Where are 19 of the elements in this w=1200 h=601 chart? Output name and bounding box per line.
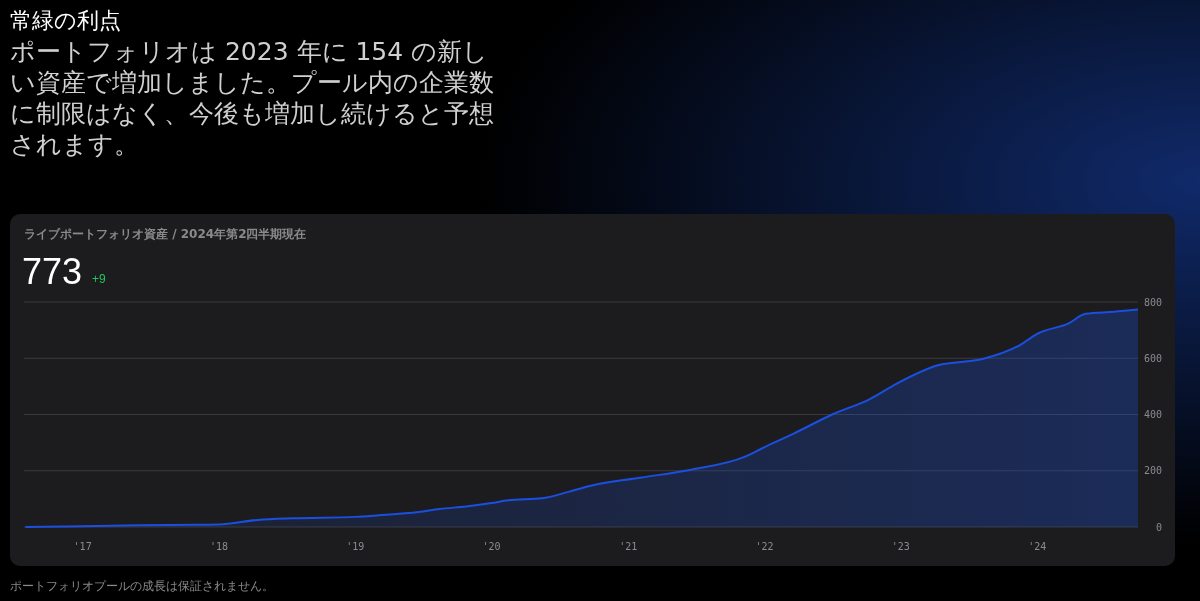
y-tick-label: 0 [1155,521,1162,533]
y-tick-label: 200 [1143,465,1162,477]
x-tick-label: '17 [73,541,92,552]
x-tick-label: '22 [755,541,774,552]
y-tick-label: 600 [1143,352,1162,364]
x-tick-label: '20 [482,541,501,552]
y-tick-label: 400 [1143,409,1162,420]
x-tick-label: '23 [891,541,910,552]
text: 773 [22,251,83,292]
y-tick-label: 800 [1143,296,1162,308]
x-tick-label: '21 [619,541,638,552]
x-tick-label: '24 [1028,541,1047,552]
text: ポートフォリオプールの成長は保証されません。 [10,579,274,593]
x-tick-label: '18 [209,541,228,552]
text: +9 [92,272,107,286]
chart-subtitle: ポートフォリオは 2023 年に 154 の新しい資産で増加しました。プール内の企業数に制限はなく、今後も増加し続けると予想されます。 [10,36,495,160]
chart-title: 常緑の利点 [10,7,122,35]
text: ライブポートフォリオ資産 / 2024年第2四半期現在 [24,227,307,241]
x-tick-label: '19 [346,541,365,552]
